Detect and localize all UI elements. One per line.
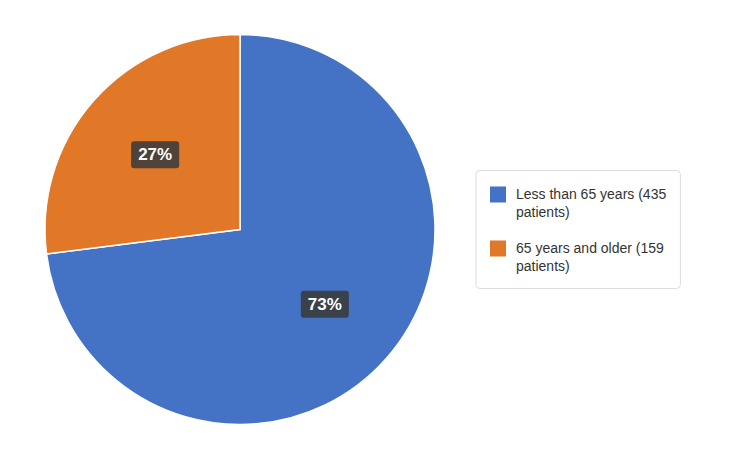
slices: [45, 34, 435, 424]
legend-frame: [476, 171, 680, 289]
legend-label-line: Less than 65 years (435: [516, 186, 666, 202]
data-labels: 73% 27%: [131, 141, 349, 318]
legend-label-line: 65 years and older (159: [516, 240, 664, 256]
data-label-group: 73%: [301, 291, 349, 318]
legend-swatch: [490, 187, 506, 203]
legend-swatch: [490, 241, 506, 257]
legend-label: 65 years and older (159 patients): [516, 240, 664, 274]
legend-label: Less than 65 years (435 patients): [516, 186, 666, 220]
data-label-group: 27%: [131, 141, 179, 168]
data-label: 73%: [308, 295, 342, 314]
legend-label-line: patients): [516, 258, 570, 274]
legend: Less than 65 years (435patients)65 years…: [476, 171, 680, 289]
legend-label-line: patients): [516, 204, 570, 220]
pie-slice: [45, 34, 240, 253]
data-label: 27%: [138, 145, 172, 164]
chart: 73%27%Less than 65 years (435patients)65…: [0, 0, 752, 459]
data-label-box: [131, 141, 179, 168]
data-label-box: [301, 291, 349, 318]
